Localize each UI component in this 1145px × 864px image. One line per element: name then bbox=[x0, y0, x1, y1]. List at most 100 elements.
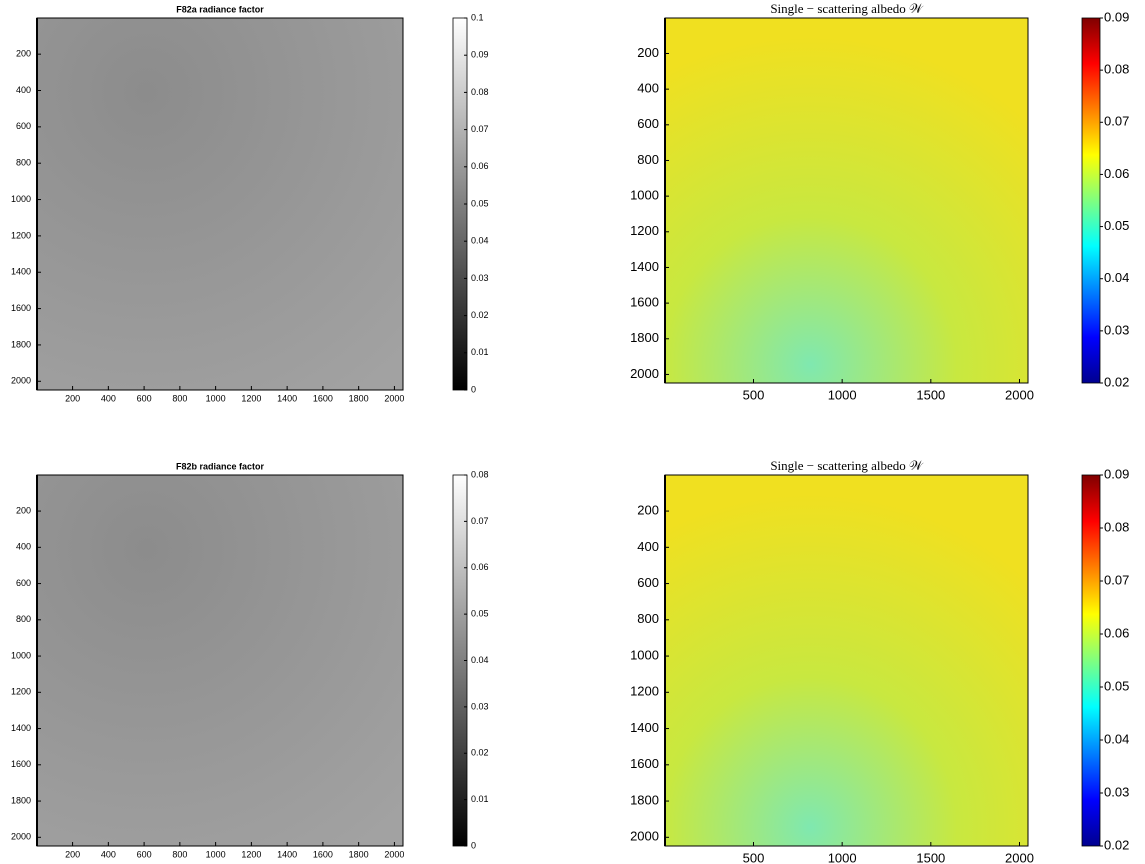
y-tick-label: 1200 bbox=[630, 684, 659, 699]
colorbar-tick-label: 0.02 bbox=[471, 310, 489, 320]
y-tick-label: 1400 bbox=[11, 267, 31, 277]
x-tick-label: 1400 bbox=[277, 393, 297, 403]
x-tick-label: 200 bbox=[65, 849, 80, 859]
y-tick-label: 1400 bbox=[630, 259, 659, 274]
y-tick-label: 1800 bbox=[11, 795, 31, 805]
y-tick-label: 1600 bbox=[630, 295, 659, 310]
x-tick-label: 2000 bbox=[384, 849, 404, 859]
colorbar-tick-label: 0.03 bbox=[471, 273, 489, 283]
x-tick-label: 400 bbox=[101, 849, 116, 859]
y-tick-label: 600 bbox=[637, 116, 659, 131]
y-tick-label: 1600 bbox=[11, 759, 31, 769]
colorbar-tick-label: 0.09 bbox=[1104, 9, 1129, 24]
y-tick-label: 1800 bbox=[630, 792, 659, 807]
y-tick-label: 400 bbox=[16, 85, 31, 95]
colorbar-tick-label: 0 bbox=[471, 384, 476, 394]
y-tick-label: 200 bbox=[637, 503, 659, 518]
y-tick-label: 1000 bbox=[630, 188, 659, 203]
colorbar-tick-label: 0.08 bbox=[471, 469, 489, 479]
y-tick-label: 200 bbox=[16, 49, 31, 59]
colorbar-tick-label: 0.08 bbox=[1104, 62, 1129, 77]
colorbar-tick-label: 0.07 bbox=[1104, 114, 1129, 129]
y-tick-label: 2000 bbox=[11, 376, 31, 386]
y-tick-label: 1200 bbox=[11, 687, 31, 697]
x-tick-label: 500 bbox=[743, 850, 765, 864]
x-tick-label: 2000 bbox=[384, 393, 404, 403]
chart-title: F82b radiance factor bbox=[176, 461, 265, 471]
y-tick-label: 1000 bbox=[11, 194, 31, 204]
colorbar bbox=[1081, 474, 1101, 847]
colorbar-tick-label: 0.03 bbox=[1104, 322, 1129, 337]
y-tick-label: 600 bbox=[16, 121, 31, 131]
y-tick-label: 800 bbox=[16, 158, 31, 168]
y-tick-label: 1000 bbox=[11, 650, 31, 660]
colorbar-tick-label: 0.04 bbox=[1104, 731, 1129, 746]
colorbar-tick-label: 0.05 bbox=[1104, 218, 1129, 233]
y-tick-label: 200 bbox=[637, 45, 659, 60]
x-tick-label: 1800 bbox=[349, 393, 369, 403]
x-tick-label: 200 bbox=[65, 393, 80, 403]
x-tick-label: 600 bbox=[137, 849, 152, 859]
colorbar-tick-label: 0.06 bbox=[1104, 625, 1129, 640]
colorbar-tick-label: 0.06 bbox=[1104, 166, 1129, 181]
y-tick-label: 2000 bbox=[11, 832, 31, 842]
colorbar-tick-label: 0.03 bbox=[1104, 784, 1129, 799]
colorbar-tick-label: 0.05 bbox=[1104, 678, 1129, 693]
colorbar-tick-label: 0.07 bbox=[1104, 572, 1129, 587]
x-tick-label: 1500 bbox=[916, 850, 945, 864]
colorbar-tick-label: 0.02 bbox=[471, 748, 489, 758]
x-tick-label: 500 bbox=[743, 387, 765, 402]
x-tick-label: 400 bbox=[101, 393, 116, 403]
y-tick-label: 1000 bbox=[630, 647, 659, 662]
y-tick-label: 1600 bbox=[630, 756, 659, 771]
y-tick-label: 600 bbox=[16, 578, 31, 588]
colorbar-tick-label: 0.09 bbox=[471, 50, 489, 60]
x-tick-label: 1600 bbox=[313, 849, 333, 859]
y-tick-label: 1400 bbox=[630, 720, 659, 735]
colorbar-tick-label: 0.03 bbox=[471, 701, 489, 711]
colorbar-tick-label: 0.1 bbox=[471, 12, 484, 22]
image bbox=[37, 18, 403, 390]
x-tick-label: 1200 bbox=[241, 849, 261, 859]
x-tick-label: 600 bbox=[137, 393, 152, 403]
colorbar-tick-label: 0.01 bbox=[471, 794, 489, 804]
y-tick-label: 400 bbox=[637, 81, 659, 96]
x-tick-label: 800 bbox=[172, 849, 187, 859]
y-tick-label: 1800 bbox=[630, 330, 659, 345]
colorbar bbox=[1081, 17, 1101, 384]
colorbar-tick-label: 0.05 bbox=[471, 609, 489, 619]
colorbar-tick-label: 0.02 bbox=[1104, 837, 1129, 852]
colorbar-tick-label: 0.07 bbox=[471, 124, 489, 134]
x-tick-label: 2000 bbox=[1005, 387, 1034, 402]
chart-title: Single − scattering albedo 𝒲 bbox=[770, 458, 924, 473]
y-tick-label: 1200 bbox=[11, 230, 31, 240]
y-tick-label: 800 bbox=[16, 614, 31, 624]
x-tick-label: 1500 bbox=[916, 387, 945, 402]
image bbox=[37, 475, 403, 846]
x-tick-label: 1000 bbox=[828, 850, 857, 864]
colorbar-tick-label: 0.08 bbox=[471, 87, 489, 97]
x-tick-label: 1000 bbox=[206, 393, 226, 403]
colorbar-tick-label: 0.09 bbox=[1104, 466, 1129, 481]
colorbar-tick-label: 0.08 bbox=[1104, 519, 1129, 534]
y-tick-label: 400 bbox=[637, 539, 659, 554]
x-tick-label: 1000 bbox=[828, 387, 857, 402]
y-tick-label: 2000 bbox=[630, 829, 659, 844]
x-tick-label: 800 bbox=[172, 393, 187, 403]
y-tick-label: 400 bbox=[16, 542, 31, 552]
colorbar-tick-label: 0.01 bbox=[471, 347, 489, 357]
colorbar-tick-label: 0.04 bbox=[1104, 270, 1129, 285]
colorbar-tick-label: 0.07 bbox=[471, 516, 489, 526]
colorbar-tick-label: 0.04 bbox=[471, 236, 489, 246]
x-tick-label: 2000 bbox=[1005, 850, 1034, 864]
x-tick-label: 1600 bbox=[313, 393, 333, 403]
y-tick-label: 600 bbox=[637, 575, 659, 590]
y-tick-label: 1400 bbox=[11, 723, 31, 733]
colorbar-tick-label: 0.04 bbox=[471, 655, 489, 665]
chart-title: Single − scattering albedo 𝒲 bbox=[770, 1, 924, 16]
y-tick-label: 200 bbox=[16, 505, 31, 515]
colorbar-tick-label: 0 bbox=[471, 840, 476, 850]
colorbar-tick-label: 0.02 bbox=[1104, 374, 1129, 389]
image bbox=[665, 18, 1028, 383]
